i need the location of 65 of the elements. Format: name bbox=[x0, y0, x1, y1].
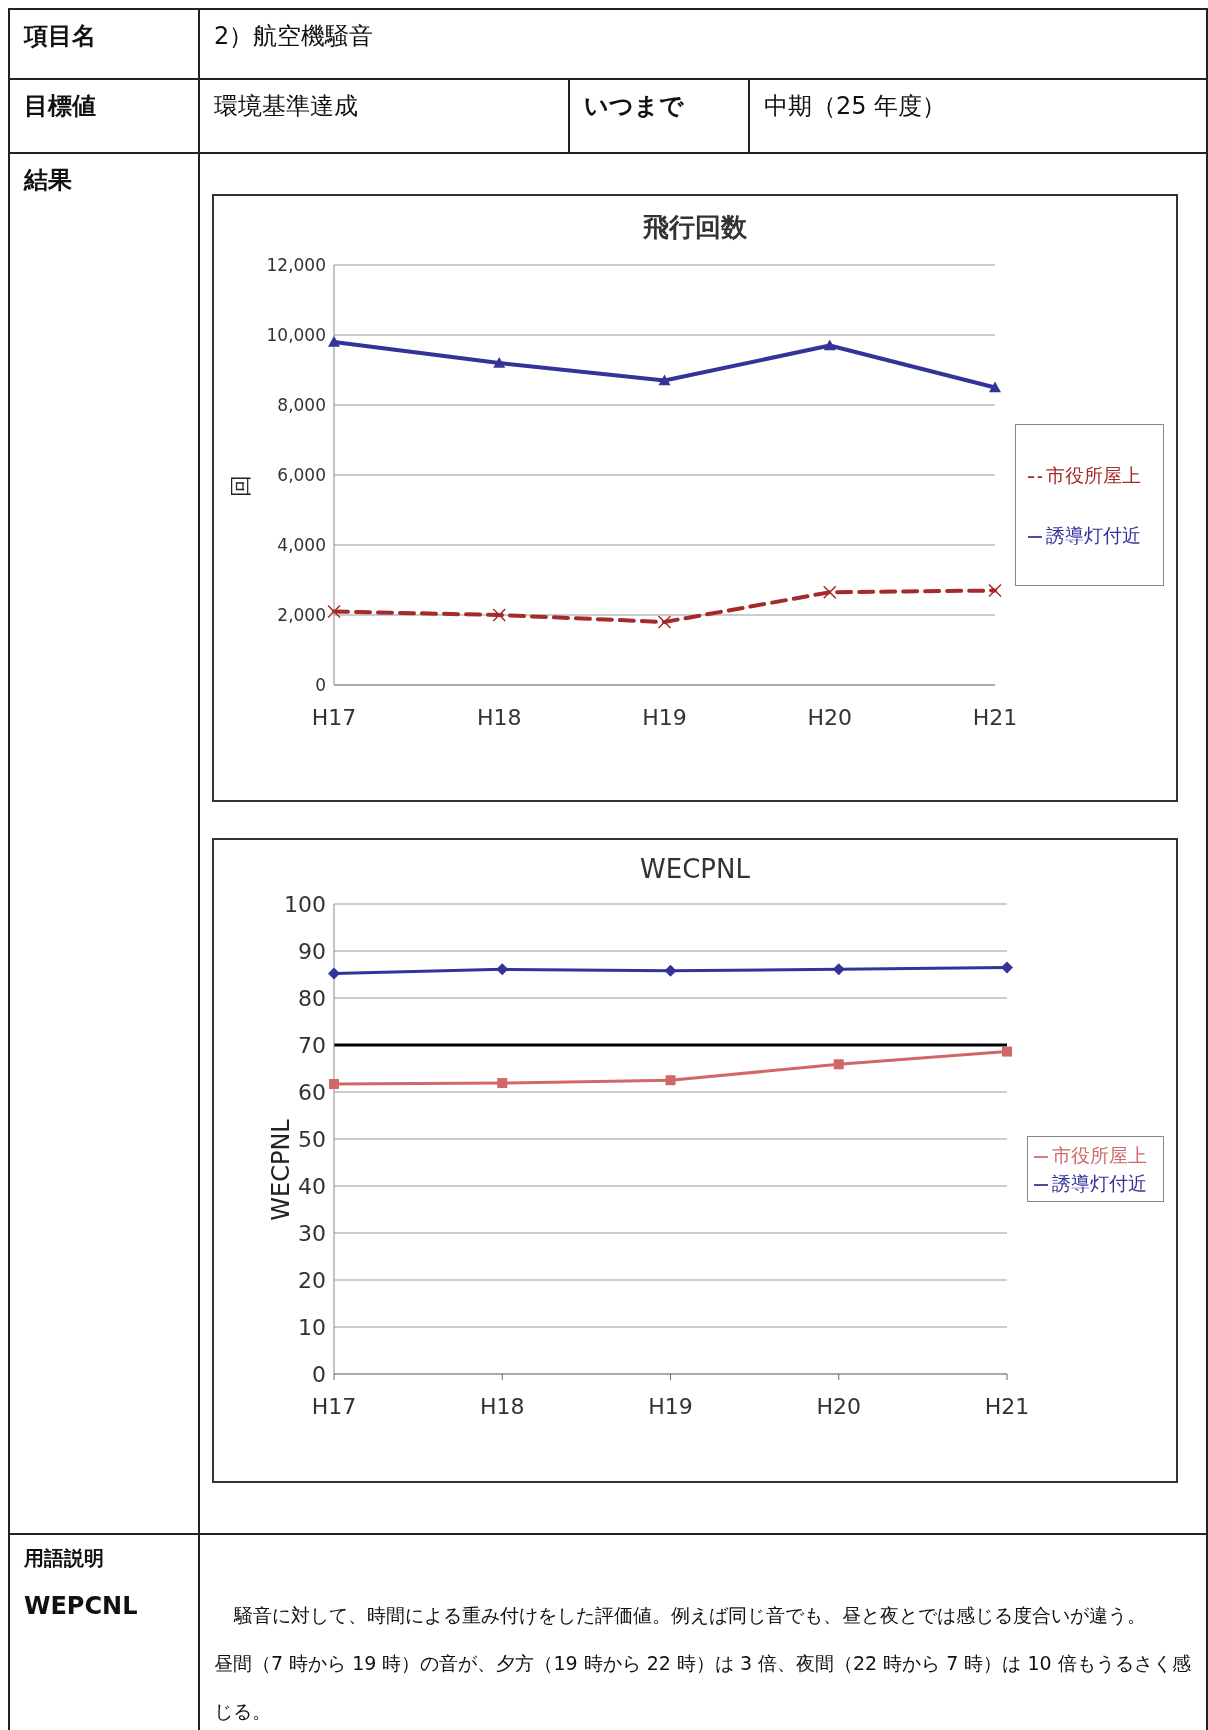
x-tick-label: H21 bbox=[972, 704, 1018, 730]
text: 昼間（7 時から 19 時）の音が、夕方（19 時から 22 時）は 3 倍、夜間（22 時から 7 時）は 10 倍もうるさく感じる。 bbox=[214, 1652, 1191, 1722]
point bbox=[665, 1075, 676, 1086]
point bbox=[328, 336, 340, 347]
point bbox=[823, 339, 836, 351]
y-tick-label: 10 bbox=[298, 1314, 326, 1340]
text: 用語説明 bbox=[24, 1545, 105, 1572]
point bbox=[657, 615, 672, 629]
y-tick-label: 70 bbox=[298, 1032, 326, 1058]
x-tick-label: H18 bbox=[479, 1393, 525, 1419]
y-tick-label: 10,000 bbox=[266, 325, 326, 346]
text: いつまで bbox=[569, 79, 749, 153]
text: 項目名 bbox=[9, 9, 199, 79]
y-tick-label: 0 bbox=[312, 1361, 326, 1387]
x-tick-label: H17 bbox=[311, 704, 357, 730]
x-tick-label: H20 bbox=[816, 1393, 862, 1419]
y-tick-label: 30 bbox=[298, 1220, 326, 1246]
point bbox=[328, 967, 340, 980]
text: 環境基準達成 bbox=[199, 79, 569, 153]
legend-label: 誘導灯付近 bbox=[1052, 1172, 1147, 1194]
y-tick-label: 40 bbox=[298, 1173, 326, 1199]
y-tick-label: 20 bbox=[298, 1267, 326, 1293]
point bbox=[988, 583, 1002, 598]
point bbox=[493, 357, 506, 368]
chart-title: 飛行回数 bbox=[642, 211, 748, 244]
y-tick-label: 80 bbox=[298, 985, 326, 1011]
y-tick-label: 4,000 bbox=[277, 535, 326, 556]
x-tick-label: H18 bbox=[476, 704, 522, 730]
point bbox=[989, 381, 1001, 393]
y-tick-label: 0 bbox=[315, 675, 326, 696]
y-tick-label: 100 bbox=[284, 891, 326, 917]
chart-title: WECPNL bbox=[639, 854, 751, 884]
point bbox=[497, 1078, 508, 1089]
y-tick-label: 90 bbox=[298, 938, 326, 964]
y-axis-title: 回 bbox=[227, 475, 254, 497]
legend-label: 誘導灯付近 bbox=[1046, 524, 1141, 546]
x-tick-label: H21 bbox=[984, 1393, 1030, 1419]
x-tick-label: H20 bbox=[807, 704, 853, 730]
y-tick-label: 8,000 bbox=[277, 395, 326, 416]
legend-label: 市役所屋上 bbox=[1046, 464, 1141, 486]
legend-label: 市役所屋上 bbox=[1052, 1144, 1147, 1166]
text: 中期（25 年度） bbox=[749, 79, 1207, 153]
x-tick-label: H19 bbox=[642, 704, 687, 730]
text: 2）航空機騒音 bbox=[199, 9, 1207, 79]
point bbox=[329, 1079, 339, 1090]
y-tick-label: 50 bbox=[298, 1126, 326, 1152]
text: WEPCNL bbox=[24, 1592, 139, 1620]
x-tick-label: H19 bbox=[648, 1393, 693, 1419]
y-axis-title: WECPNL bbox=[266, 1119, 295, 1221]
y-tick-label: 2,000 bbox=[277, 605, 326, 626]
y-tick-label: 6,000 bbox=[277, 465, 326, 486]
text: 騒音に対して、時間による重み付けをした評価値。例えば同じ音でも、昼と夜とでは感じる度合いが違う。 bbox=[232, 1603, 1147, 1628]
point bbox=[492, 608, 506, 622]
y-tick-label: 12,000 bbox=[266, 255, 326, 276]
point bbox=[833, 1059, 844, 1070]
y-tick-label: 60 bbox=[298, 1079, 326, 1105]
point bbox=[1001, 961, 1013, 974]
text: 結果 bbox=[9, 153, 199, 1534]
point bbox=[823, 585, 837, 599]
point bbox=[1002, 1046, 1012, 1057]
point bbox=[327, 604, 341, 619]
point bbox=[664, 964, 677, 977]
text: 目標値 bbox=[9, 79, 199, 153]
point bbox=[658, 374, 671, 386]
x-tick-label: H17 bbox=[311, 1393, 357, 1419]
